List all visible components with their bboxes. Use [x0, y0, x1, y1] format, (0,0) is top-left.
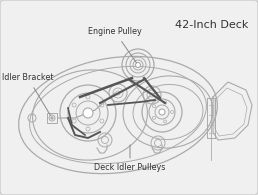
Circle shape [159, 109, 165, 115]
Bar [47, 113, 57, 123]
Text: Deck Idler Pulleys: Deck Idler Pulleys [94, 145, 166, 173]
Circle shape [150, 93, 154, 97]
Circle shape [116, 91, 120, 95]
Text: Idler Bracket: Idler Bracket [2, 74, 54, 116]
Text: Engine Pulley: Engine Pulley [88, 27, 142, 63]
Circle shape [135, 63, 141, 67]
Circle shape [83, 108, 93, 118]
Text: 42-Inch Deck: 42-Inch Deck [175, 20, 248, 30]
Circle shape [51, 117, 53, 119]
